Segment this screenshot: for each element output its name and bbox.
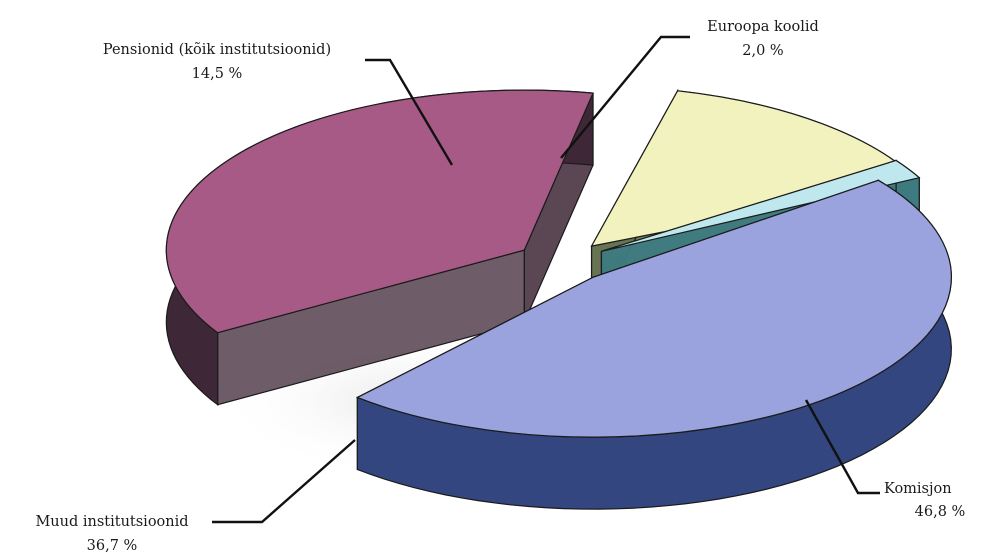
leader-lines bbox=[212, 35, 880, 524]
label-euroopa-value: 2,0 % bbox=[742, 43, 783, 59]
leader-line-muud bbox=[212, 439, 356, 524]
slice-muud bbox=[165, 89, 594, 406]
label-muud-name: Muud institutsioonid bbox=[35, 514, 188, 530]
leader-line-komisjon bbox=[804, 399, 880, 495]
label-komisjon-value: 46,8 % bbox=[915, 504, 966, 520]
leader-line-pensionid bbox=[365, 58, 454, 166]
label-komisjon-name: Komisjon bbox=[884, 481, 952, 497]
slices-layer bbox=[165, 88, 952, 510]
slice-top bbox=[355, 179, 952, 438]
labels: Euroopa koolid 2,0 % Pensionid (kõik ins… bbox=[35, 19, 965, 552]
leader-line-euroopa bbox=[560, 35, 690, 159]
slice-top bbox=[601, 159, 921, 252]
label-muud-value: 36,7 % bbox=[87, 538, 138, 552]
label-euroopa-name: Euroopa koolid bbox=[707, 19, 819, 35]
slice-komisjon bbox=[355, 179, 952, 510]
label-pensionid-value: 14,5 % bbox=[192, 66, 243, 82]
slice-top bbox=[165, 89, 594, 334]
label-pensionid-name: Pensionid (kõik institutsioonid) bbox=[103, 42, 331, 58]
